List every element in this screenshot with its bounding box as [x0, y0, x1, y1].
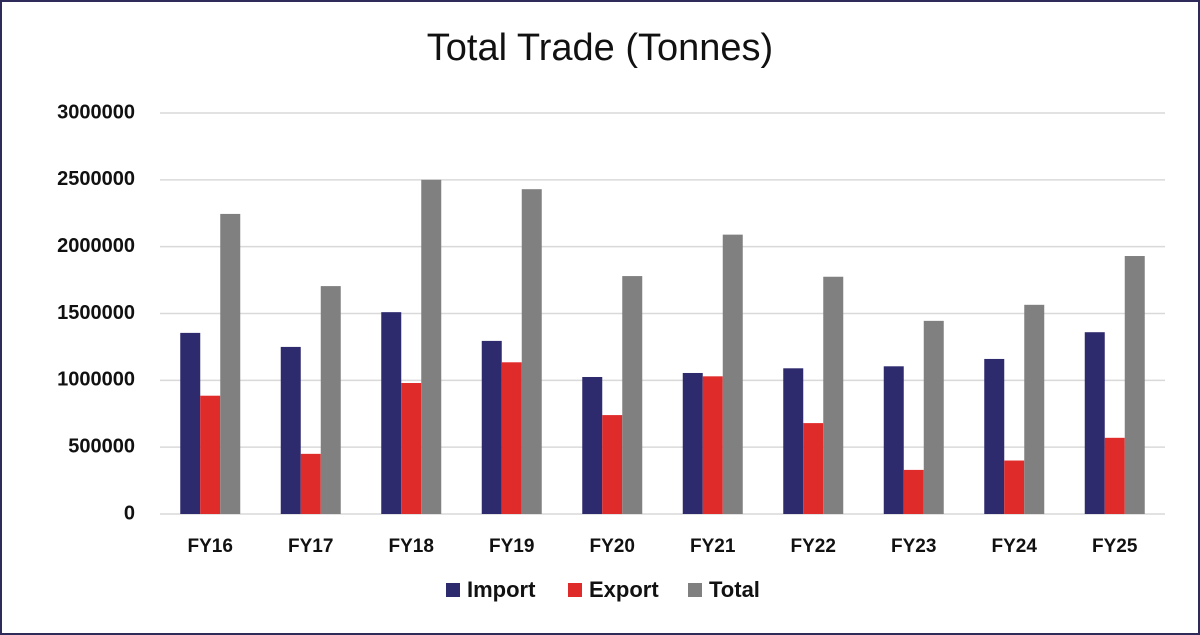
- y-tick-label: 2000000: [57, 235, 135, 257]
- bar: [1124, 256, 1145, 514]
- bar: [602, 415, 623, 514]
- legend-label: Import: [467, 577, 536, 602]
- bar: [702, 376, 723, 514]
- bar: [883, 366, 904, 514]
- x-tick-label: FY24: [992, 536, 1038, 557]
- x-tick-label: FY21: [690, 536, 736, 557]
- y-tick-label: 1000000: [57, 369, 135, 391]
- bar: [803, 423, 824, 514]
- x-tick-label: FY18: [389, 536, 434, 557]
- y-tick-label: 500000: [68, 435, 135, 457]
- bar: [1004, 460, 1025, 514]
- x-tick-label: FY16: [188, 536, 233, 557]
- x-tick-label: FY17: [288, 536, 333, 557]
- bar: [180, 332, 201, 514]
- bar: [682, 372, 703, 514]
- legend-swatch: [688, 583, 702, 597]
- bar: [622, 276, 643, 514]
- x-tick-label: FY25: [1092, 536, 1138, 557]
- bar: [823, 276, 844, 514]
- bar: [501, 362, 522, 514]
- bar: [481, 340, 502, 514]
- bar: [984, 358, 1005, 514]
- bar: [1104, 437, 1125, 514]
- y-tick-label: 2500000: [57, 168, 135, 190]
- y-tick-label: 0: [124, 502, 135, 524]
- bar: [582, 376, 603, 514]
- x-tick-label: FY23: [891, 536, 936, 557]
- bar: [320, 286, 341, 514]
- bar: [521, 189, 542, 514]
- bar: [923, 320, 944, 514]
- x-tick-label: FY19: [489, 536, 534, 557]
- legend-swatch: [446, 583, 460, 597]
- bar: [300, 453, 321, 514]
- legend-swatch: [568, 583, 582, 597]
- bar: [722, 234, 743, 515]
- chart-title: Total Trade (Tonnes): [427, 27, 773, 69]
- y-tick-label: 3000000: [57, 101, 135, 123]
- x-tick-label: FY20: [590, 536, 635, 557]
- bar: [280, 346, 301, 514]
- bar: [1084, 332, 1105, 514]
- bar: [1024, 304, 1045, 514]
- bar: [783, 368, 804, 514]
- legend-label: Total: [709, 577, 760, 602]
- legend-label: Export: [589, 577, 659, 602]
- bar: [401, 383, 422, 514]
- x-tick-label: FY22: [791, 536, 836, 557]
- bar: [200, 395, 221, 514]
- bar: [381, 312, 402, 514]
- bar: [220, 213, 241, 514]
- y-tick-label: 1500000: [57, 302, 135, 324]
- bar: [903, 469, 924, 514]
- bar: [421, 179, 442, 515]
